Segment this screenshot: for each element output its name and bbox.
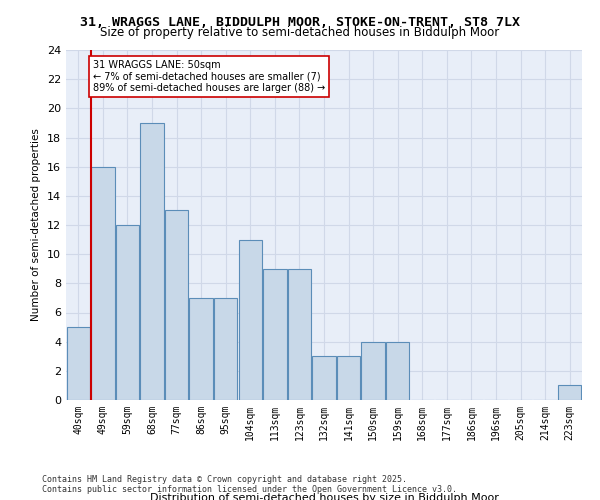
Bar (116, 225, 139, 400)
X-axis label: Distribution of semi-detached houses by size in Biddulph Moor: Distribution of semi-detached houses by … (149, 493, 499, 500)
Bar (337, 356, 360, 400)
Bar (190, 298, 213, 400)
Text: 31 WRAGGS LANE: 50sqm
← 7% of semi-detached houses are smaller (7)
89% of semi-d: 31 WRAGGS LANE: 50sqm ← 7% of semi-detac… (92, 60, 325, 94)
Bar (313, 356, 335, 400)
Bar (263, 269, 287, 400)
Text: 31, WRAGGS LANE, BIDDULPH MOOR, STOKE-ON-TRENT, ST8 7LX: 31, WRAGGS LANE, BIDDULPH MOOR, STOKE-ON… (80, 16, 520, 29)
Bar (361, 342, 385, 400)
Bar (288, 269, 311, 400)
Bar (91, 166, 115, 400)
Bar (140, 123, 164, 400)
Bar (239, 240, 262, 400)
Y-axis label: Number of semi-detached properties: Number of semi-detached properties (31, 128, 41, 322)
Bar (67, 327, 90, 400)
Text: Contains HM Land Registry data © Crown copyright and database right 2025.
Contai: Contains HM Land Registry data © Crown c… (42, 474, 457, 494)
Bar (214, 298, 238, 400)
Text: Size of property relative to semi-detached houses in Biddulph Moor: Size of property relative to semi-detach… (100, 26, 500, 39)
Bar (386, 342, 409, 400)
Bar (165, 210, 188, 400)
Bar (558, 386, 581, 400)
